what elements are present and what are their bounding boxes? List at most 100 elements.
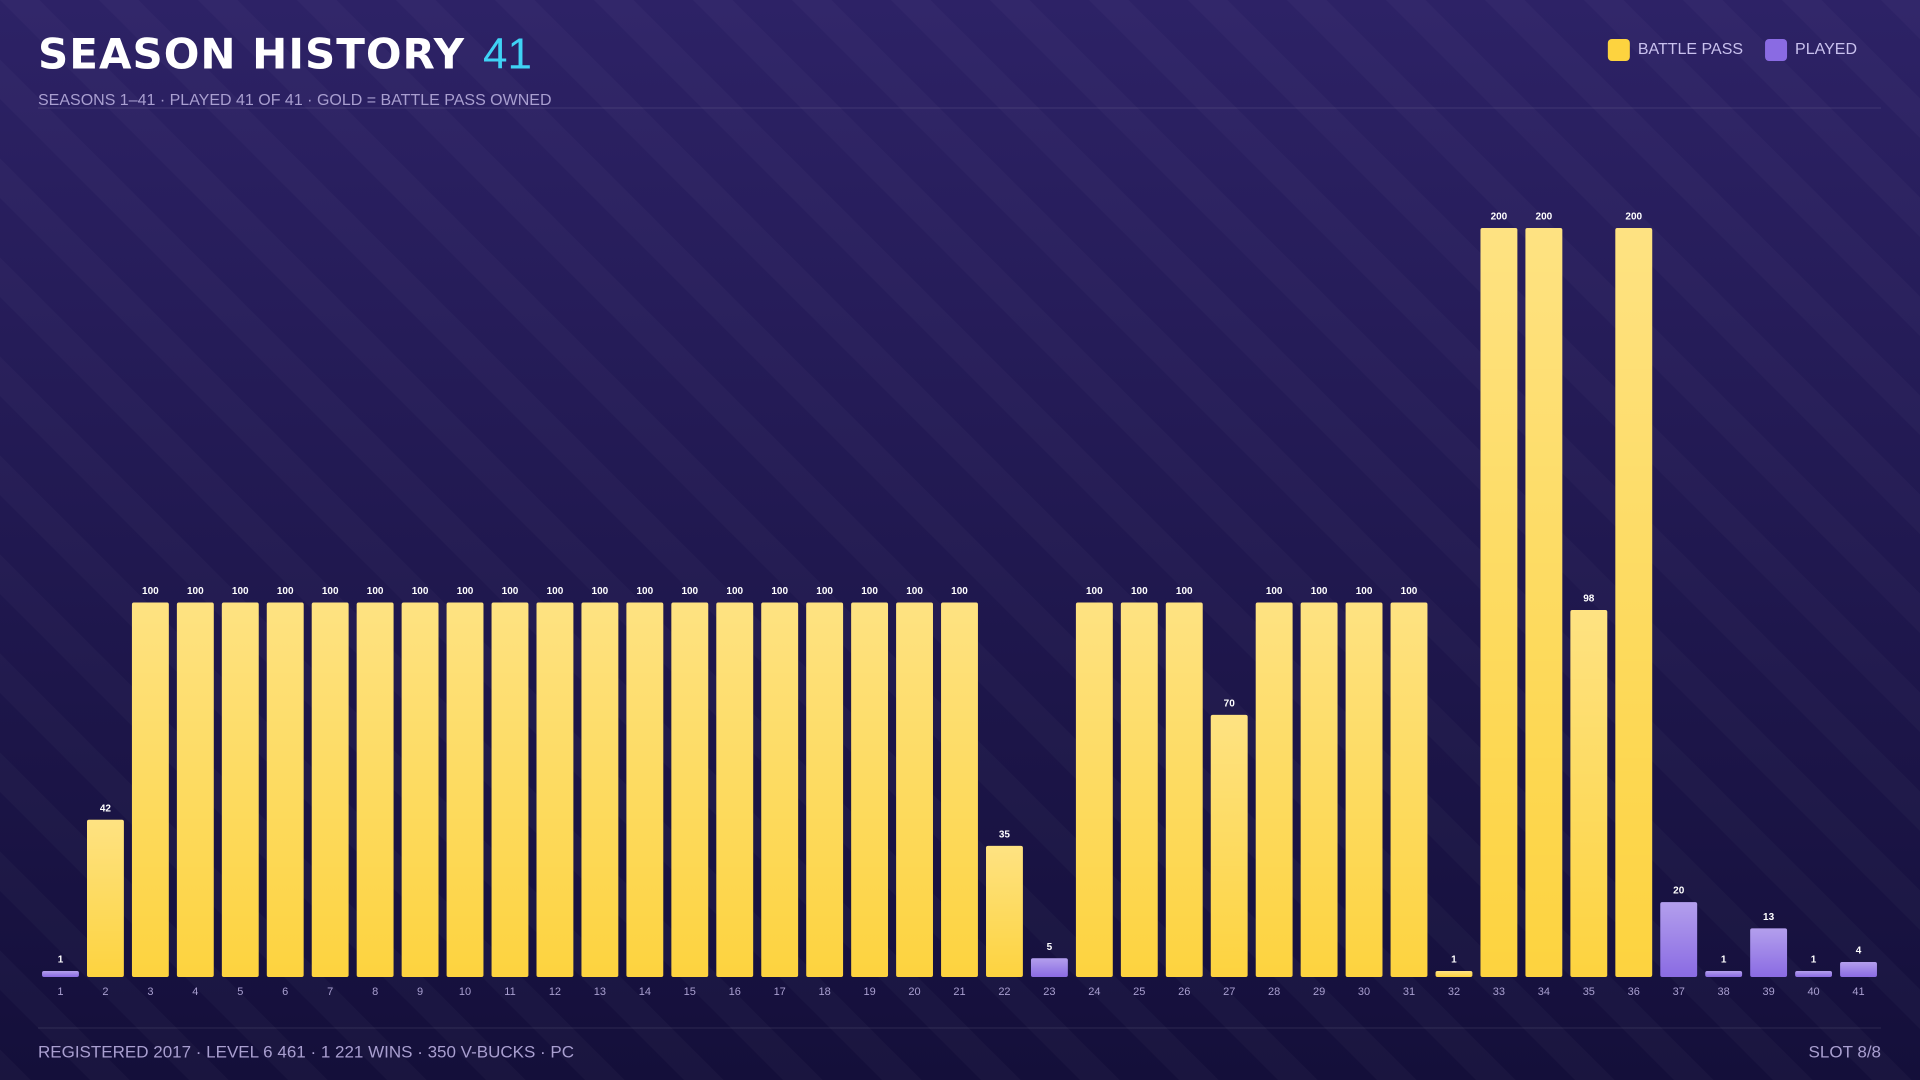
value-label: 100 xyxy=(1086,586,1103,597)
value-label: 100 xyxy=(1311,586,1328,597)
value-label: 100 xyxy=(457,586,474,597)
legend-label: PLAYED xyxy=(1795,41,1857,58)
subtitle: SEASONS 1–41 · PLAYED 41 OF 41 · GOLD = … xyxy=(38,92,552,109)
bar xyxy=(626,602,664,977)
x-tick-label: 14 xyxy=(639,986,651,998)
x-tick-label: 7 xyxy=(327,986,333,998)
x-tick-label: 25 xyxy=(1133,986,1145,998)
value-label: 100 xyxy=(367,586,384,597)
bar xyxy=(1840,962,1877,977)
bar xyxy=(1615,228,1653,977)
bar xyxy=(581,602,619,977)
value-label: 100 xyxy=(1131,586,1148,597)
x-tick-label: 37 xyxy=(1673,986,1685,998)
bar xyxy=(1165,602,1203,977)
x-tick-label: 33 xyxy=(1493,986,1505,998)
bar xyxy=(491,602,529,977)
value-label: 100 xyxy=(681,586,698,597)
value-label: 100 xyxy=(547,586,564,597)
bar xyxy=(1210,714,1248,977)
value-label: 100 xyxy=(1356,586,1373,597)
x-tick-label: 27 xyxy=(1223,986,1235,998)
x-tick-label: 3 xyxy=(147,986,153,998)
value-label: 100 xyxy=(816,586,833,597)
bar xyxy=(671,602,709,977)
bar xyxy=(221,602,259,977)
title: SEASON HISTORY xyxy=(38,30,465,79)
bar xyxy=(1525,228,1563,977)
value-label: 100 xyxy=(906,586,923,597)
value-label: 200 xyxy=(1625,212,1642,223)
bar xyxy=(42,971,79,977)
bar xyxy=(356,602,394,977)
legend: PLAYED BATTLE PASS xyxy=(1607,39,1857,61)
x-tick-label: 17 xyxy=(774,986,786,998)
bar xyxy=(1795,971,1833,977)
legend-swatch xyxy=(1765,39,1788,61)
x-tick-label: 12 xyxy=(549,986,561,998)
bar xyxy=(446,602,484,977)
x-tick-label: 20 xyxy=(908,986,920,998)
value-label: 4 xyxy=(1856,946,1862,957)
bar xyxy=(1705,971,1743,977)
value-label: 100 xyxy=(502,586,519,597)
value-label: 35 xyxy=(999,830,1011,841)
value-label: 100 xyxy=(592,586,609,597)
bar xyxy=(851,602,889,977)
legend-swatch xyxy=(1607,39,1630,61)
x-tick-label: 38 xyxy=(1718,986,1730,998)
bar xyxy=(311,602,349,977)
bar xyxy=(1390,602,1428,977)
x-tick-label: 34 xyxy=(1538,986,1550,998)
x-tick-label: 13 xyxy=(594,986,606,998)
footer-stats: REGISTERED 2017 · LEVEL 6 461 · 1 221 WI… xyxy=(38,1042,574,1061)
season-count: 41 xyxy=(483,30,532,79)
bar xyxy=(1255,602,1293,977)
bar xyxy=(896,602,933,977)
x-tick-label: 19 xyxy=(863,986,875,998)
x-tick-label: 22 xyxy=(998,986,1010,998)
value-label: 100 xyxy=(1176,586,1193,597)
value-label: 1 xyxy=(58,955,64,966)
value-label: 1 xyxy=(1451,955,1457,966)
value-label: 100 xyxy=(771,586,788,597)
x-tick-label: 8 xyxy=(372,986,378,998)
x-tick-label: 41 xyxy=(1852,986,1864,998)
x-tick-label: 24 xyxy=(1088,986,1100,998)
value-label: 100 xyxy=(277,586,294,597)
value-label: 200 xyxy=(1491,212,1508,223)
value-label: 100 xyxy=(412,586,429,597)
x-tick-label: 39 xyxy=(1762,986,1774,998)
x-tick-label: 31 xyxy=(1403,986,1415,998)
x-tick-label: 4 xyxy=(192,986,198,998)
x-tick-label: 2 xyxy=(102,986,108,998)
x-tick-label: 30 xyxy=(1358,986,1370,998)
x-tick-label: 1 xyxy=(57,986,63,998)
value-label: 13 xyxy=(1763,912,1775,923)
footer-slot: SLOT 8/8 xyxy=(1809,1042,1881,1061)
x-tick-label: 15 xyxy=(684,986,696,998)
value-label: 100 xyxy=(951,586,968,597)
bar xyxy=(1435,971,1473,977)
bar xyxy=(941,602,978,977)
x-tick-label: 36 xyxy=(1628,986,1640,998)
bar xyxy=(1120,602,1158,977)
value-label: 100 xyxy=(861,586,878,597)
x-tick-label: 21 xyxy=(953,986,965,998)
bar xyxy=(1030,958,1068,977)
x-tick-label: 18 xyxy=(819,986,831,998)
x-tick-label: 35 xyxy=(1583,986,1595,998)
x-tick-label: 40 xyxy=(1807,986,1819,998)
value-label: 100 xyxy=(1266,586,1283,597)
value-label: 100 xyxy=(187,586,204,597)
x-tick-label: 6 xyxy=(282,986,288,998)
value-label: 100 xyxy=(142,586,159,597)
value-label: 100 xyxy=(1401,586,1418,597)
bar xyxy=(1345,602,1383,977)
bar xyxy=(266,602,304,977)
x-tick-label: 11 xyxy=(504,986,515,998)
bar xyxy=(1480,228,1518,977)
legend-label: BATTLE PASS xyxy=(1638,41,1743,58)
